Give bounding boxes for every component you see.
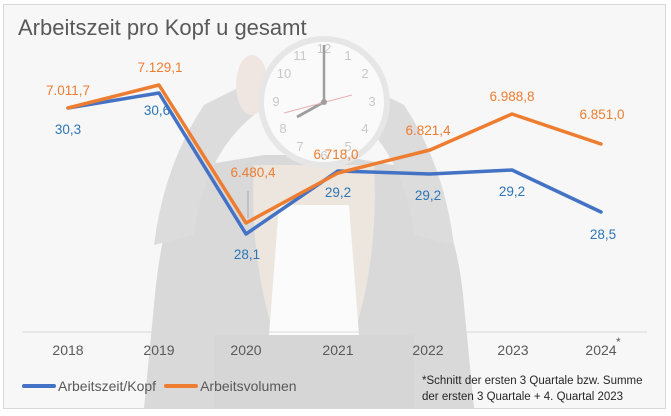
data-label-arbeitsvolumen-2018: 7.011,7 [45, 83, 91, 98]
plot-area [22, 83, 647, 333]
legend-label: Arbeitsvolumen [200, 378, 297, 394]
svg-text:5: 5 [344, 139, 351, 154]
x-tick-2018: 2018 [52, 342, 84, 358]
svg-text:11: 11 [293, 48, 307, 63]
legend-swatch-blue [22, 384, 56, 388]
legend-item-arbeitszeit-kopf: Arbeitszeit/Kopf [22, 378, 156, 394]
svg-text:6: 6 [320, 148, 327, 163]
x-tick-2024: 2024 [585, 342, 617, 358]
data-label-arbeitszeit-2024: 28,5 [589, 227, 617, 242]
svg-text:3: 3 [368, 94, 375, 109]
x-tick-2021: 2021 [322, 342, 354, 358]
data-label-arbeitsvolumen-2020: 6.480,4 [230, 165, 276, 180]
data-label-arbeitszeit-2023: 29,2 [498, 184, 526, 199]
legend-swatch-orange [164, 384, 199, 388]
chart-frame: 12 1 2 3 4 5 6 7 8 9 10 11 Arbeitszeit p… [3, 4, 666, 409]
chart-legend: Arbeitszeit/Kopf Arbeitsvolumen [22, 378, 305, 394]
legend-item-arbeitsvolumen: Arbeitsvolumen [164, 378, 297, 394]
chart-title: Arbeitszeit pro Kopf u gesamt [18, 15, 307, 40]
svg-text:9: 9 [272, 94, 279, 109]
svg-text:8: 8 [279, 121, 286, 136]
data-label-arbeitszeit-2020: 28,1 [233, 247, 261, 262]
svg-text:10: 10 [277, 66, 291, 81]
x-tick-2023: 2023 [497, 342, 529, 358]
x-tick-2019: 2019 [143, 342, 175, 358]
data-label-arbeitsvolumen-2024: 6.851,0 [579, 107, 625, 122]
footnote-line-2: der ersten 3 Quartale + 4. Quartal 2023 [422, 391, 624, 403]
data-label-arbeitszeit-2022: 29,2 [414, 188, 442, 203]
data-label-arbeitsvolumen-2021: 6.718,0 [313, 147, 359, 162]
data-label-arbeitszeit-2021: 29,2 [324, 185, 352, 200]
series-line-arbeitsvolumen [66, 83, 603, 225]
x-tick-2022: 2022 [412, 342, 444, 358]
svg-text:4: 4 [361, 121, 368, 136]
x-tick-2020: 2020 [230, 342, 262, 358]
footnote: *Schnitt der ersten 3 Quartale bzw. Summ… [422, 373, 643, 405]
data-label-arbeitsvolumen-2019: 7.129,1 [137, 60, 183, 75]
data-label-arbeitszeit-2019: 30,6 [143, 103, 171, 118]
svg-text:2: 2 [361, 66, 368, 81]
legend-label: Arbeitszeit/Kopf [58, 378, 157, 394]
data-label-arbeitsvolumen-2022: 6.821,4 [405, 123, 451, 138]
x-tick-2024-footnote-marker: * [616, 335, 621, 349]
data-label-arbeitszeit-2018: 30,3 [54, 122, 82, 137]
series-line-arbeitszeit-kopf [66, 91, 603, 236]
background-photo: 12 1 2 3 4 5 6 7 8 9 10 11 [4, 5, 474, 408]
svg-text:7: 7 [296, 139, 303, 154]
footnote-line-1: *Schnitt der ersten 3 Quartale bzw. Summ… [422, 375, 643, 387]
data-label-arbeitsvolumen-2023: 6.988,8 [489, 89, 535, 104]
svg-text:1: 1 [344, 48, 351, 63]
